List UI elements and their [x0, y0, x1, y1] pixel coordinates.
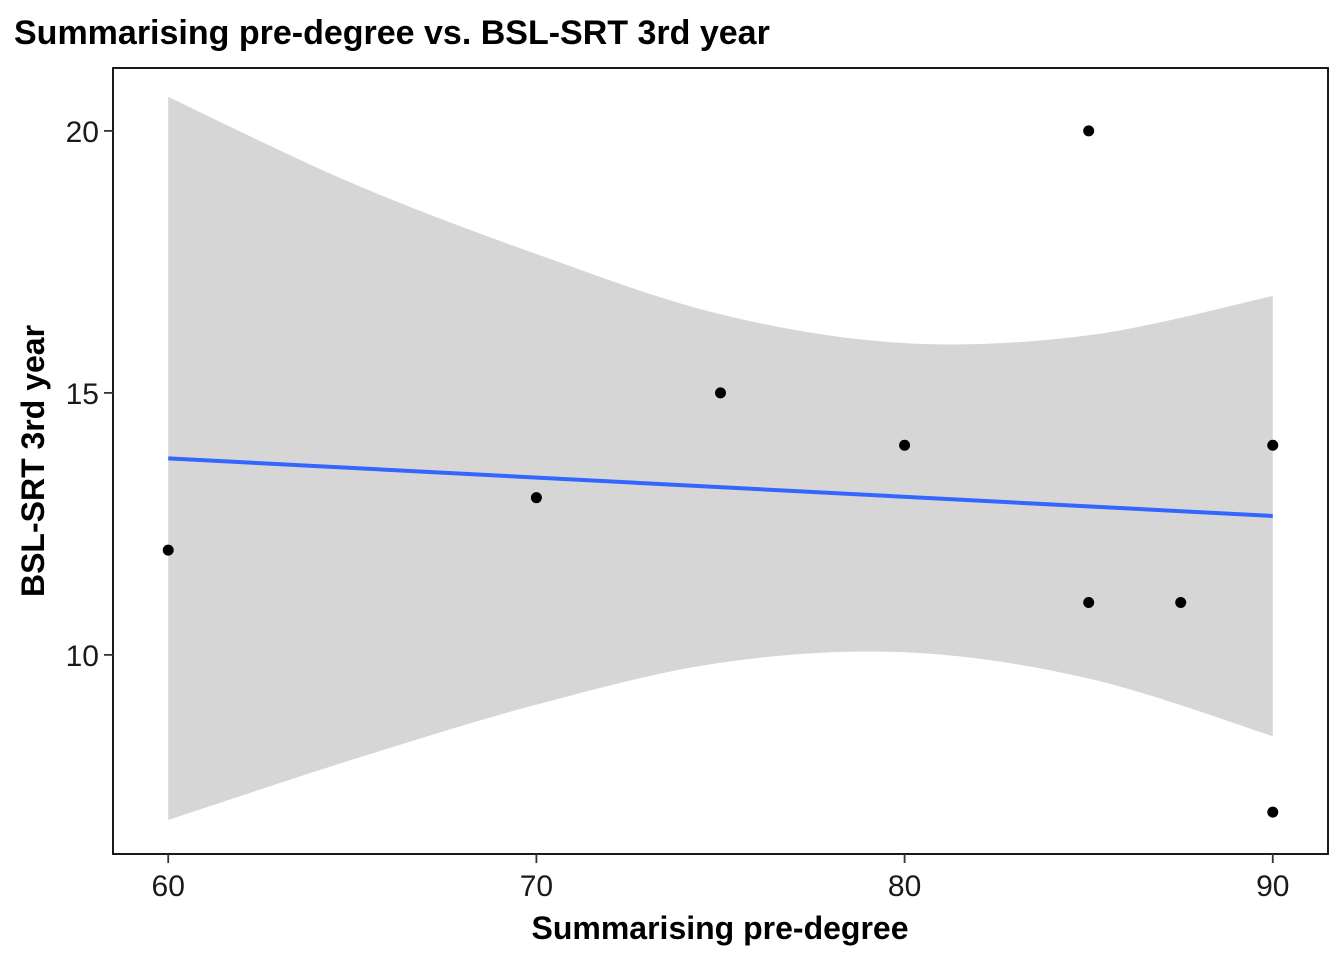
regression-line [168, 456, 1273, 519]
data-point [1083, 125, 1095, 137]
data-point [162, 544, 174, 556]
plot-border [112, 67, 1329, 855]
confidence-band [168, 96, 1273, 820]
y-tick-label: 20 [66, 116, 99, 149]
data-point [715, 387, 726, 399]
y-tick-label: 15 [66, 378, 99, 411]
x-tick-label: 80 [888, 870, 921, 903]
x-axis-label: Summarising pre-degree [532, 910, 909, 946]
y-axis-label: BSL-SRT 3rd year [15, 325, 51, 597]
data-point [1083, 596, 1095, 608]
x-tick-label: 60 [152, 870, 185, 903]
chart-title: Summarising pre-degree vs. BSL-SRT 3rd y… [14, 14, 770, 52]
x-tick-label: 70 [520, 870, 553, 903]
data-point [530, 492, 542, 504]
y-tick-label: 10 [66, 640, 99, 673]
x-tick-label: 90 [1256, 870, 1289, 903]
data-point [899, 439, 911, 451]
data-point [1267, 806, 1279, 818]
data-point [1175, 596, 1187, 608]
plot-area [162, 96, 1279, 820]
data-point [1267, 439, 1279, 451]
axis-ticks: 60 70 80 90 10 15 20 [66, 116, 1290, 903]
